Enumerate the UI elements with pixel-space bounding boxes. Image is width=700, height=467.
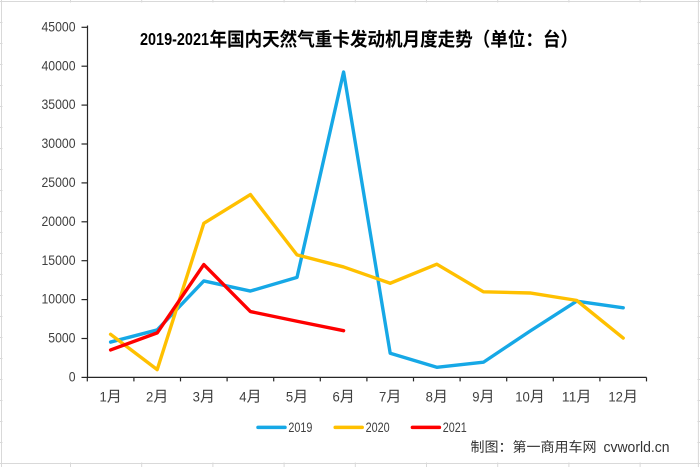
svg-text:10: 10 <box>515 389 530 404</box>
svg-text:cvworld.cn: cvworld.cn <box>604 440 670 456</box>
svg-text:9: 9 <box>472 389 479 404</box>
svg-text:20000: 20000 <box>42 214 76 229</box>
svg-text:15000: 15000 <box>42 253 76 268</box>
svg-text:5000: 5000 <box>48 331 75 346</box>
svg-text:25000: 25000 <box>42 175 76 190</box>
svg-text:2021: 2021 <box>443 420 467 435</box>
svg-text:8: 8 <box>426 389 433 404</box>
svg-text:10000: 10000 <box>42 292 76 307</box>
svg-text:45000: 45000 <box>42 19 76 34</box>
svg-text:5: 5 <box>286 389 293 404</box>
svg-text:40000: 40000 <box>42 58 76 73</box>
svg-text:1: 1 <box>99 389 106 404</box>
svg-text:2019: 2019 <box>288 420 312 435</box>
svg-text:4: 4 <box>239 389 247 404</box>
svg-text:35000: 35000 <box>42 97 76 112</box>
svg-text:2: 2 <box>146 389 153 404</box>
svg-text:7: 7 <box>379 389 386 404</box>
svg-text:6: 6 <box>332 389 339 404</box>
svg-text:11: 11 <box>562 389 577 404</box>
svg-text:3: 3 <box>193 389 200 404</box>
svg-text:2019-2021: 2019-2021 <box>140 30 209 49</box>
svg-text:12: 12 <box>608 389 623 404</box>
svg-text:30000: 30000 <box>42 136 76 151</box>
svg-text:2020: 2020 <box>366 420 390 435</box>
svg-text:0: 0 <box>69 369 76 384</box>
